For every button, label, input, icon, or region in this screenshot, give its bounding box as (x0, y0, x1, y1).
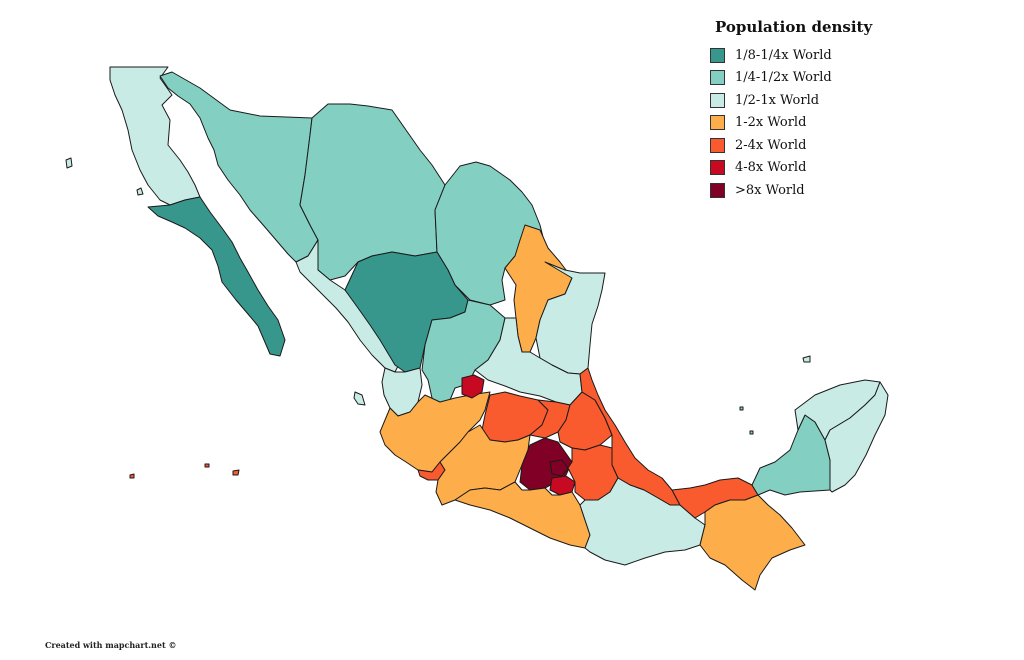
legend-item: 1-2x World (710, 112, 930, 135)
state-chihuahua[interactable] (299, 103, 446, 281)
island-revillagigedo-2[interactable] (204, 463, 210, 468)
state-baja-california-sur[interactable] (147, 196, 286, 357)
island-revillagigedo-3[interactable] (232, 469, 240, 476)
legend-label: 1/8-1/4x World (735, 47, 832, 63)
legend-item: 1/2-1x World (710, 89, 930, 112)
legend-label: 1/2-1x World (735, 92, 820, 108)
legend-label: 4-8x World (735, 160, 807, 176)
legend-label: 1-2x World (735, 115, 807, 131)
legend-item: 1/8-1/4x World (710, 44, 930, 67)
state-chiapas[interactable] (699, 494, 806, 591)
legend-swatch (710, 47, 725, 63)
legend-swatch (710, 182, 725, 198)
state-quintana-roo[interactable] (824, 381, 889, 493)
island-cayo-arcas[interactable] (739, 406, 744, 411)
island-islas-marias[interactable] (353, 391, 366, 406)
island-guadalupe[interactable] (65, 157, 73, 169)
island-revillagigedo-1[interactable] (129, 473, 135, 479)
state-guerrero[interactable] (454, 481, 591, 549)
legend: Population density 1/8-1/4x World 1/4-1/… (710, 18, 930, 202)
legend-item: 2-4x World (710, 134, 930, 157)
credit-text: Created with mapchart.net © (45, 640, 177, 650)
legend-item: 4-8x World (710, 157, 930, 180)
island-cedros[interactable] (136, 187, 144, 196)
state-jalisco[interactable] (379, 391, 491, 473)
legend-swatch (710, 92, 725, 108)
state-ciudad-de-mexico[interactable] (549, 459, 569, 477)
legend-swatch (710, 137, 725, 153)
legend-swatch (710, 115, 725, 131)
legend-title: Population density (715, 18, 873, 36)
legend-item: 1/4-1/2x World (710, 67, 930, 90)
legend-label: 1/4-1/2x World (735, 70, 832, 86)
legend-swatch (710, 160, 725, 176)
state-aguascalientes[interactable] (461, 374, 485, 399)
legend-item: >8x World (710, 179, 930, 202)
island-arrecife-alacranes[interactable] (802, 355, 811, 363)
island-small-gulf[interactable] (749, 430, 754, 435)
state-sonora[interactable] (159, 71, 319, 263)
legend-label: >8x World (735, 182, 805, 198)
legend-swatch (710, 70, 725, 86)
legend-label: 2-4x World (735, 137, 807, 153)
